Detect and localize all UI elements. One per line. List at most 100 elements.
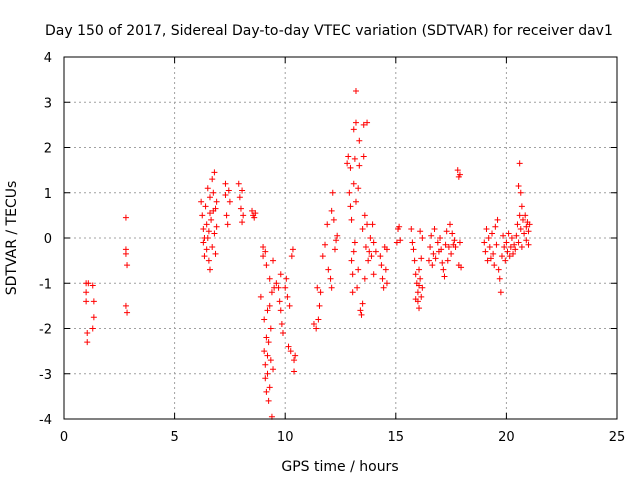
- data-point: [327, 275, 334, 282]
- data-point: [442, 241, 449, 248]
- data-point: [124, 309, 131, 316]
- data-point: [236, 194, 243, 201]
- data-point: [351, 239, 358, 246]
- data-point: [226, 198, 233, 205]
- data-point: [419, 284, 426, 291]
- data-point: [262, 375, 269, 382]
- data-point: [382, 266, 389, 273]
- data-point: [359, 300, 366, 307]
- data-point: [418, 255, 425, 262]
- data-point: [310, 320, 317, 327]
- data-point: [521, 230, 528, 237]
- data-point: [350, 248, 357, 255]
- data-point: [523, 223, 530, 230]
- data-point: [361, 275, 368, 282]
- data-point: [437, 235, 444, 241]
- data-point: [370, 271, 377, 278]
- data-point: [349, 289, 356, 296]
- data-point: [334, 232, 341, 239]
- data-point: [292, 352, 299, 359]
- data-point: [441, 273, 448, 280]
- data-point: [515, 239, 522, 246]
- data-point: [262, 248, 269, 255]
- data-point: [383, 246, 390, 253]
- data-point: [89, 282, 96, 289]
- data-point: [481, 239, 488, 246]
- data-point: [352, 119, 359, 126]
- data-point: [456, 239, 463, 246]
- data-point: [372, 248, 379, 255]
- data-point: [498, 253, 505, 260]
- data-point: [497, 289, 504, 296]
- data-point: [329, 189, 336, 196]
- data-point: [512, 246, 519, 253]
- data-point: [517, 189, 524, 196]
- data-point: [212, 205, 219, 212]
- data-point: [526, 221, 533, 228]
- data-point: [495, 266, 502, 273]
- data-point: [393, 239, 400, 246]
- data-point: [443, 228, 450, 235]
- data-point: [222, 192, 229, 199]
- data-point: [518, 244, 525, 251]
- data-point: [266, 275, 273, 282]
- data-point: [267, 325, 274, 332]
- data-point: [429, 262, 436, 269]
- data-point: [517, 225, 524, 232]
- data-point: [288, 253, 295, 260]
- data-point: [525, 241, 532, 248]
- data-point: [122, 302, 129, 309]
- y-tick-label: 2: [44, 142, 52, 157]
- data-point: [416, 305, 423, 312]
- data-point: [325, 266, 332, 273]
- data-point: [201, 253, 208, 260]
- data-point: [491, 262, 498, 269]
- data-point: [291, 368, 298, 375]
- data-point: [209, 244, 216, 251]
- data-point: [348, 257, 355, 264]
- data-point: [276, 298, 283, 305]
- data-point: [500, 232, 507, 239]
- data-point: [370, 239, 377, 246]
- data-point: [354, 284, 361, 291]
- data-point: [287, 348, 294, 355]
- data-point: [357, 307, 364, 314]
- data-point: [364, 221, 371, 228]
- data-point: [449, 230, 456, 237]
- data-point: [203, 221, 210, 228]
- data-point: [264, 352, 271, 359]
- data-point: [452, 244, 459, 251]
- data-point: [205, 257, 212, 264]
- data-point: [235, 180, 242, 187]
- data-point: [514, 221, 521, 228]
- data-point: [122, 250, 129, 257]
- data-point: [85, 280, 92, 287]
- data-point: [525, 228, 532, 235]
- data-point: [359, 225, 366, 232]
- data-point: [286, 302, 293, 309]
- data-point: [380, 284, 387, 291]
- data-point: [501, 244, 508, 251]
- data-point: [418, 293, 425, 300]
- data-point: [350, 126, 357, 133]
- data-point: [265, 397, 272, 404]
- data-point: [451, 237, 458, 244]
- data-point: [483, 225, 490, 232]
- data-point: [518, 203, 525, 210]
- data-point: [349, 271, 356, 278]
- data-point: [523, 237, 530, 244]
- y-tick-label: -3: [39, 368, 52, 383]
- x-tick-label: 10: [277, 430, 294, 445]
- data-point: [330, 216, 337, 223]
- y-tick-label: 4: [44, 51, 52, 66]
- data-point: [397, 237, 404, 244]
- data-point: [266, 302, 273, 309]
- data-point: [505, 230, 512, 237]
- data-point: [198, 198, 205, 205]
- data-point: [278, 320, 285, 327]
- y-tick-label: -1: [39, 277, 52, 292]
- data-point: [84, 330, 91, 337]
- data-point: [409, 239, 416, 246]
- data-point: [263, 334, 270, 341]
- data-point: [494, 216, 501, 223]
